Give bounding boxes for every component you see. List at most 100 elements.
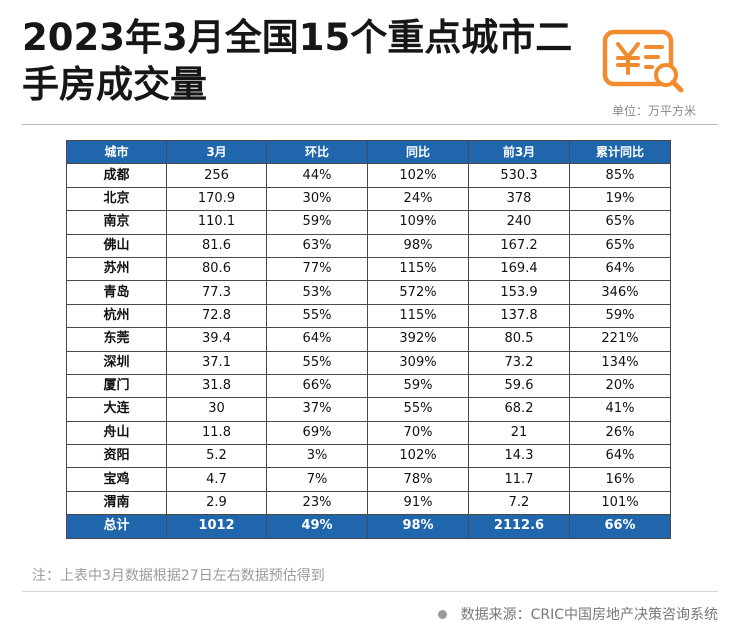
column-header: 前3月 bbox=[468, 139, 570, 165]
city-cell: 成都 bbox=[66, 163, 167, 188]
table-row: 厦门 31.8 66% 59% 59.6 20% bbox=[66, 373, 671, 399]
value-cell: 30 bbox=[166, 397, 267, 422]
value-cell: 59% bbox=[266, 210, 368, 235]
value-cell: 109% bbox=[367, 210, 469, 235]
table-row: 大连 30 37% 55% 68.2 41% bbox=[66, 397, 671, 422]
value-cell: 153.9 bbox=[468, 280, 570, 305]
value-cell: 37.1 bbox=[166, 350, 267, 375]
value-cell: 39.4 bbox=[166, 327, 267, 352]
value-cell: 110.1 bbox=[166, 210, 267, 235]
city-cell: 宝鸡 bbox=[66, 467, 167, 492]
value-cell: 24% bbox=[367, 186, 469, 212]
city-cell: 青岛 bbox=[66, 280, 167, 305]
value-cell: 101% bbox=[569, 490, 671, 516]
column-header: 城市 bbox=[66, 139, 167, 165]
value-cell: 137.8 bbox=[468, 303, 570, 329]
value-cell: 85% bbox=[569, 163, 671, 188]
value-cell: 55% bbox=[367, 397, 469, 422]
value-cell: 80.5 bbox=[468, 327, 570, 352]
value-cell: 4.7 bbox=[166, 467, 267, 492]
value-cell: 11.8 bbox=[166, 420, 267, 446]
table-row: 深圳 37.1 55% 309% 73.2 134% bbox=[66, 350, 671, 375]
data-source-text: 数据来源：CRIC中国房地产决策咨询系统 bbox=[460, 607, 718, 623]
value-cell: 65% bbox=[569, 210, 671, 235]
total-cell: 总计 bbox=[66, 514, 167, 539]
table-row: 佛山 81.6 63% 98% 167.2 65% bbox=[66, 233, 671, 258]
value-cell: 91% bbox=[367, 490, 469, 516]
city-cell: 大连 bbox=[66, 397, 167, 422]
value-cell: 59.6 bbox=[468, 373, 570, 399]
table-row: 资阳 5.2 3% 102% 14.3 64% bbox=[66, 444, 671, 469]
value-cell: 59% bbox=[367, 373, 469, 399]
value-cell: 55% bbox=[266, 303, 368, 329]
value-cell: 64% bbox=[569, 444, 671, 469]
value-cell: 70% bbox=[367, 420, 469, 446]
value-cell: 309% bbox=[367, 350, 469, 375]
column-header: 同比 bbox=[367, 139, 469, 165]
table-row: 成都 256 44% 102% 530.3 85% bbox=[66, 163, 671, 188]
value-cell: 572% bbox=[367, 280, 469, 305]
total-cell: 2112.6 bbox=[468, 514, 570, 539]
value-cell: 78% bbox=[367, 467, 469, 492]
value-cell: 65% bbox=[569, 233, 671, 258]
table-row: 南京 110.1 59% 109% 240 65% bbox=[66, 210, 671, 235]
table-row: 北京 170.9 30% 24% 378 19% bbox=[66, 186, 671, 212]
value-cell: 19% bbox=[569, 186, 671, 212]
city-cell: 深圳 bbox=[66, 350, 167, 375]
value-cell: 81.6 bbox=[166, 233, 267, 258]
value-cell: 530.3 bbox=[468, 163, 570, 188]
value-cell: 37% bbox=[266, 397, 368, 422]
value-cell: 7.2 bbox=[468, 490, 570, 516]
value-cell: 3% bbox=[266, 444, 368, 469]
value-cell: 21 bbox=[468, 420, 570, 446]
value-cell: 31.8 bbox=[166, 373, 267, 399]
table-row: 苏州 80.6 77% 115% 169.4 64% bbox=[66, 256, 671, 282]
city-cell: 杭州 bbox=[66, 303, 167, 329]
value-cell: 14.3 bbox=[468, 444, 570, 469]
city-cell: 东莞 bbox=[66, 327, 167, 352]
unit-label: 单位：万平方米 bbox=[611, 104, 696, 118]
value-cell: 11.7 bbox=[468, 467, 570, 492]
value-cell: 256 bbox=[166, 163, 267, 188]
value-cell: 102% bbox=[367, 163, 469, 188]
value-cell: 77.3 bbox=[166, 280, 267, 305]
value-cell: 7% bbox=[266, 467, 368, 492]
value-cell: 66% bbox=[266, 373, 368, 399]
value-cell: 30% bbox=[266, 186, 368, 212]
city-cell: 苏州 bbox=[66, 256, 167, 282]
city-cell: 渭南 bbox=[66, 490, 167, 516]
value-cell: 20% bbox=[569, 373, 671, 399]
city-cell: 厦门 bbox=[66, 373, 167, 399]
table-row: 杭州 72.8 55% 115% 137.8 59% bbox=[66, 303, 671, 329]
table-row: 舟山 11.8 69% 70% 21 26% bbox=[66, 420, 671, 446]
value-cell: 23% bbox=[266, 490, 368, 516]
yen-document-magnifier-icon bbox=[602, 28, 686, 102]
total-cell: 98% bbox=[367, 514, 469, 539]
city-cell: 南京 bbox=[66, 210, 167, 235]
value-cell: 63% bbox=[266, 233, 368, 258]
value-cell: 240 bbox=[468, 210, 570, 235]
value-cell: 134% bbox=[569, 350, 671, 375]
value-cell: 378 bbox=[468, 186, 570, 212]
value-cell: 59% bbox=[569, 303, 671, 329]
value-cell: 55% bbox=[266, 350, 368, 375]
table-header-row: 城市 3月 环比 同比 前3月 累计同比 bbox=[66, 139, 671, 165]
value-cell: 115% bbox=[367, 303, 469, 329]
value-cell: 169.4 bbox=[468, 256, 570, 282]
total-cell: 49% bbox=[266, 514, 368, 539]
value-cell: 16% bbox=[569, 467, 671, 492]
table-row: 青岛 77.3 53% 572% 153.9 346% bbox=[66, 280, 671, 305]
total-cell: 1012 bbox=[166, 514, 267, 539]
table-row: 东莞 39.4 64% 392% 80.5 221% bbox=[66, 327, 671, 352]
value-cell: 80.6 bbox=[166, 256, 267, 282]
value-cell: 2.9 bbox=[166, 490, 267, 516]
value-cell: 170.9 bbox=[166, 186, 267, 212]
value-cell: 98% bbox=[367, 233, 469, 258]
value-cell: 115% bbox=[367, 256, 469, 282]
value-cell: 102% bbox=[367, 444, 469, 469]
value-cell: 72.8 bbox=[166, 303, 267, 329]
value-cell: 5.2 bbox=[166, 444, 267, 469]
value-cell: 26% bbox=[569, 420, 671, 446]
value-cell: 53% bbox=[266, 280, 368, 305]
total-cell: 66% bbox=[569, 514, 671, 539]
